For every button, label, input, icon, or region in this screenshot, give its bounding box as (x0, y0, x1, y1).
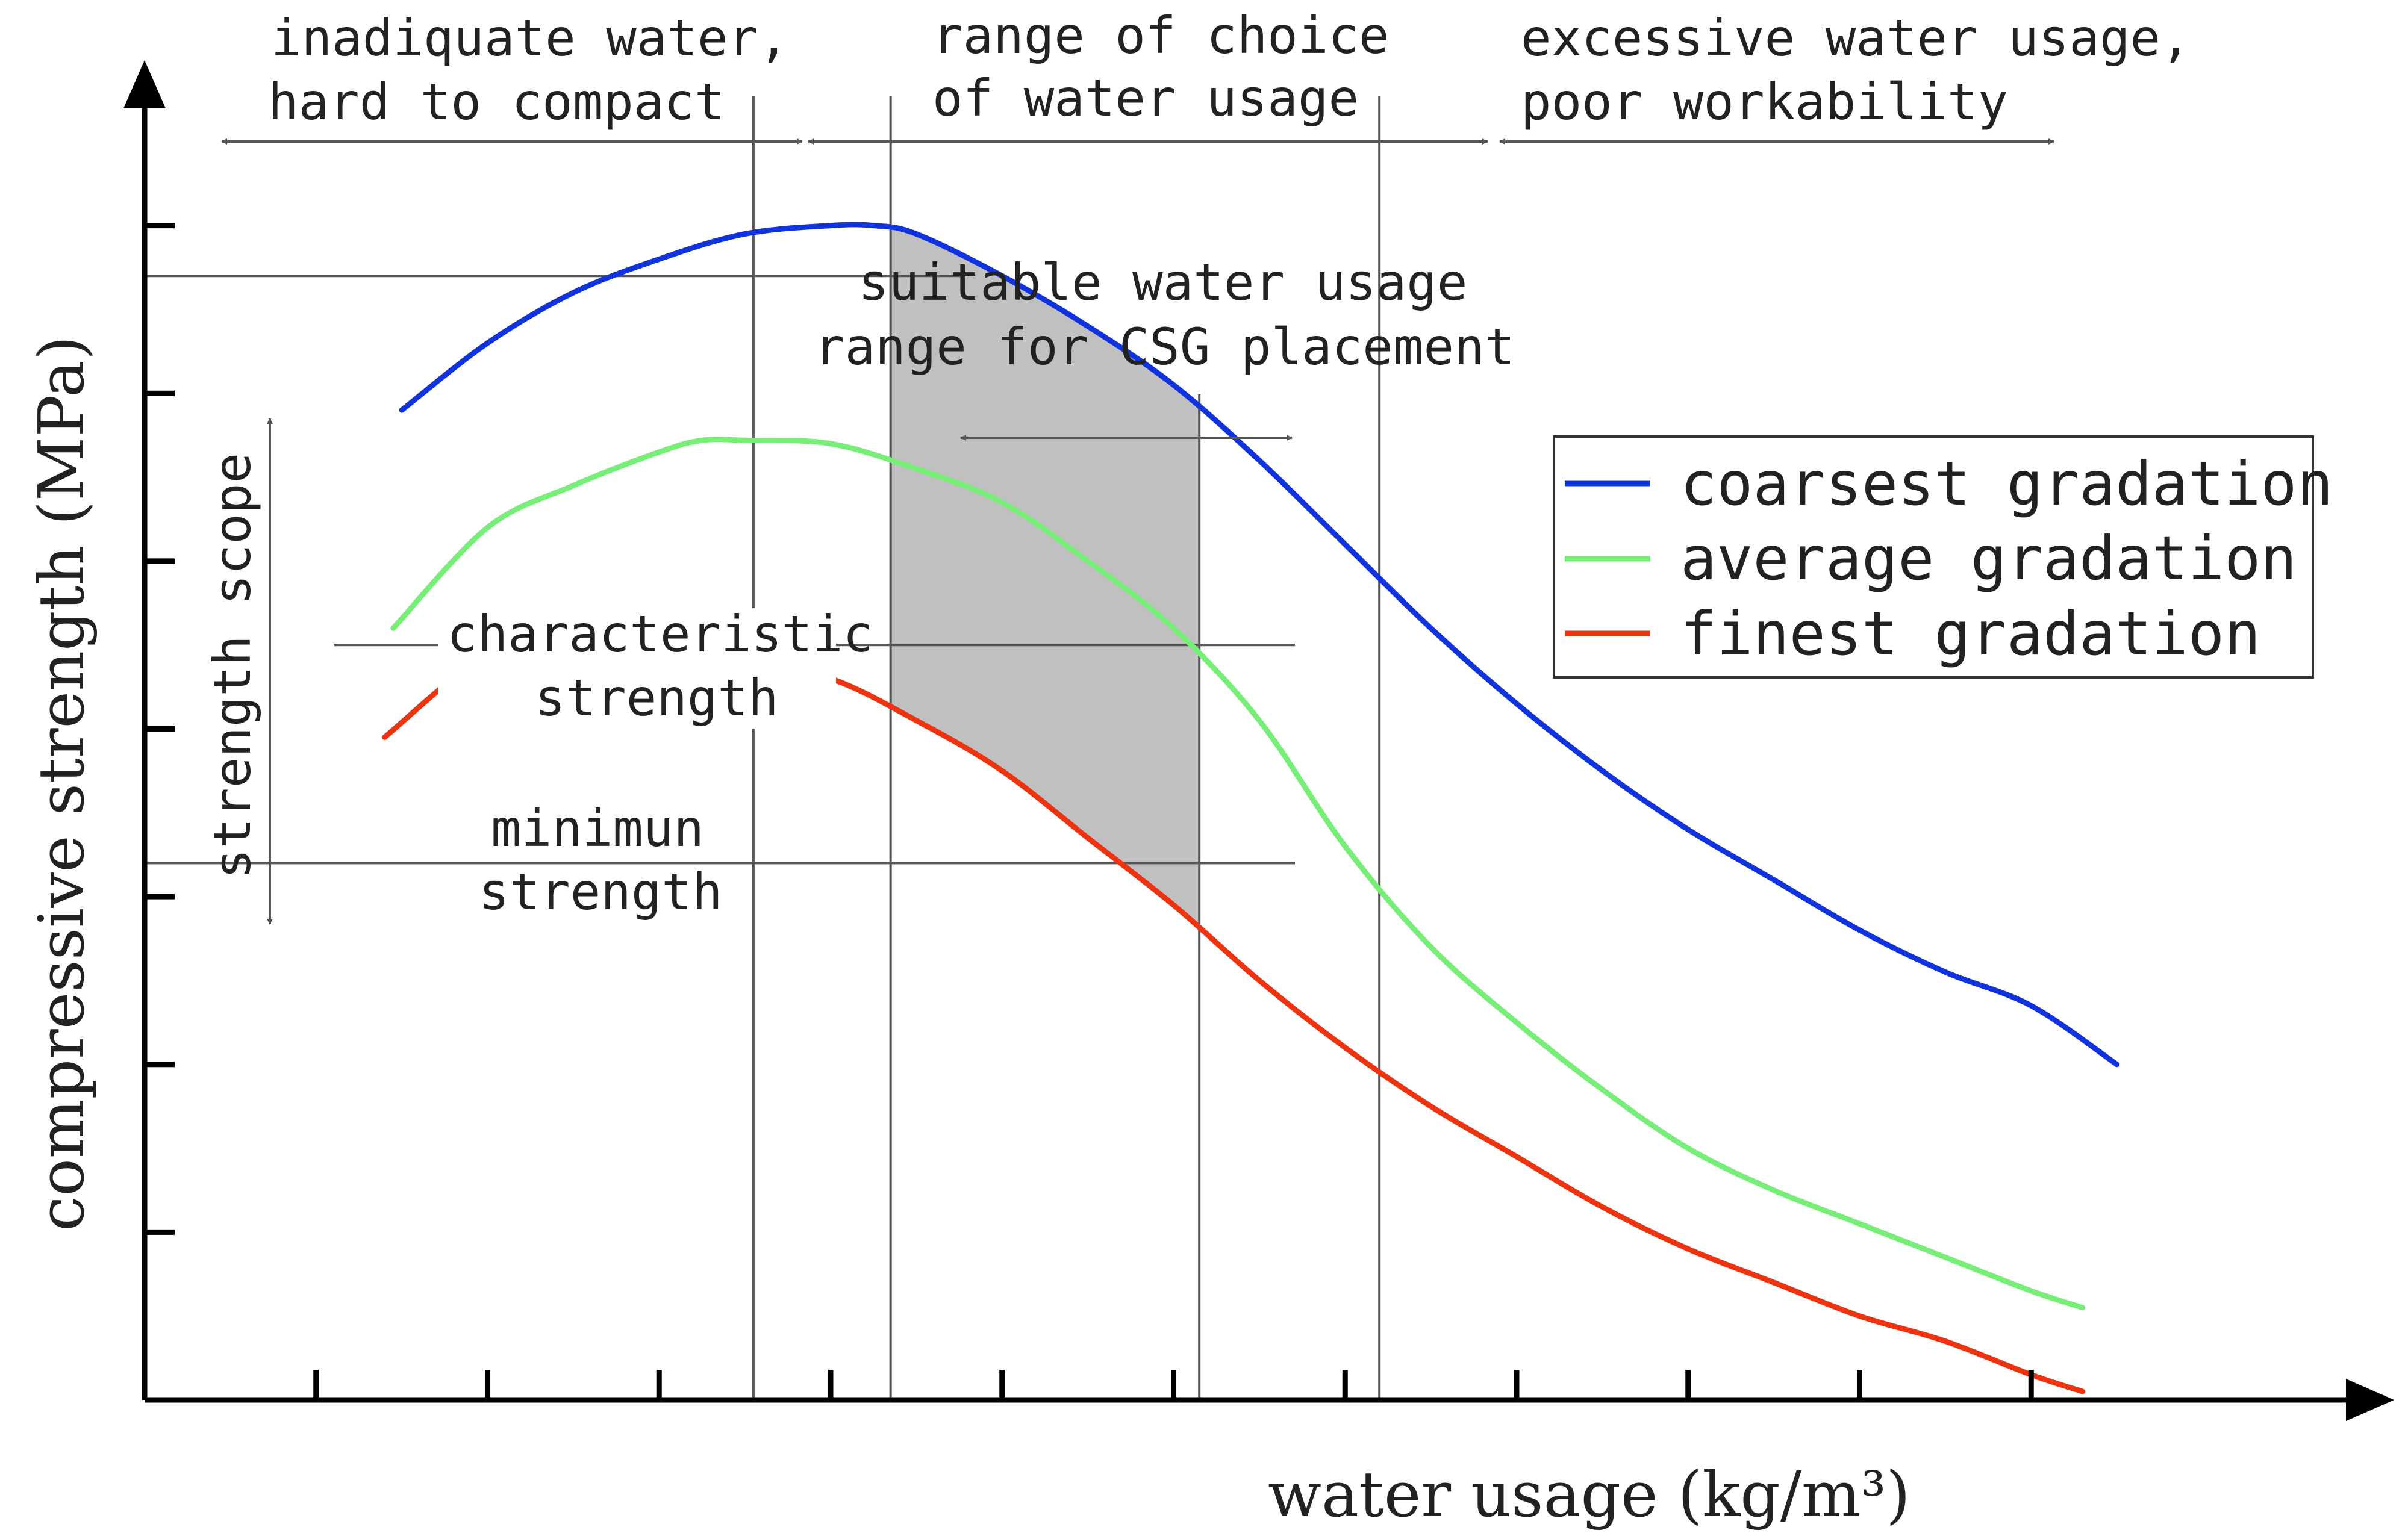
average-curve (390, 437, 2086, 1311)
axis-ticks (145, 223, 2034, 1400)
legend: coarsest gradation average gradation fin… (1553, 435, 2333, 679)
legend-box (1553, 435, 2314, 679)
label-suitable-line2: range for CSG placement (814, 317, 1515, 376)
annotations-layer: inadiquate water, hard to compact range … (203, 6, 2191, 925)
label-strength-scope: strength scope (203, 453, 262, 879)
label-inadequate-line1: inadiquate water, (271, 8, 789, 67)
coarsest-curve (399, 222, 2120, 1068)
y-axis-arrowhead (123, 60, 166, 108)
y-axis-label: compressive strength (MPa) (25, 336, 98, 1231)
legend-label-finest: finest gradation (1680, 598, 2260, 669)
legend-label-average: average gradation (1680, 523, 2297, 594)
axes-layer (123, 60, 2394, 1421)
label-choice-line2: of water usage (932, 69, 1359, 128)
finest-curve (382, 625, 2086, 1394)
label-minimum-line1: minimun (491, 799, 704, 858)
characteristic-label-backdrop (438, 608, 836, 729)
label-choice-line1: range of choice (932, 6, 1390, 65)
x-axis-arrowhead (2346, 1379, 2394, 1421)
label-characteristic-line1: characteristic (447, 605, 873, 664)
label-excessive-line1: excessive water usage, (1521, 8, 2191, 67)
x-axis-label: water usage (kg/m³) (1268, 1458, 1910, 1531)
suitable-range-shading (890, 229, 1200, 928)
curves-layer (382, 222, 2120, 1394)
label-excessive-line2: poor workability (1521, 72, 2008, 131)
label-minimum-line2: strength (479, 862, 723, 921)
label-inadequate-line2: hard to compact (268, 72, 725, 131)
legend-label-coarsest: coarsest gradation (1680, 449, 2333, 519)
shaded-region-layer (890, 229, 1200, 928)
label-characteristic-line2: strength (535, 668, 779, 727)
label-suitable-line1: suitable water usage (858, 253, 1467, 312)
